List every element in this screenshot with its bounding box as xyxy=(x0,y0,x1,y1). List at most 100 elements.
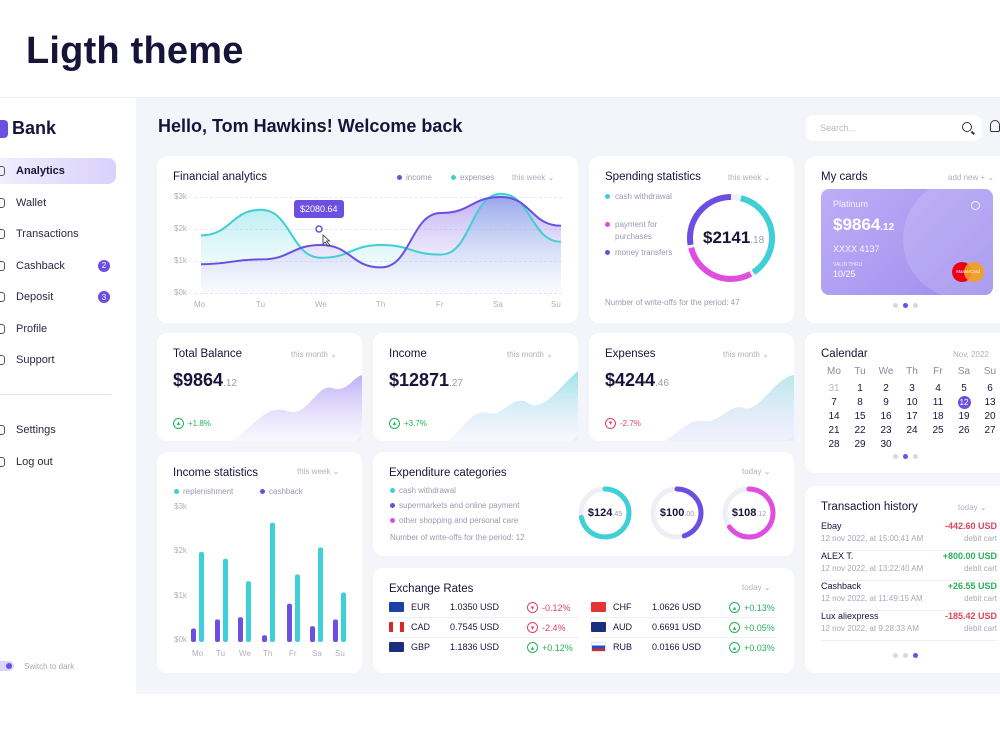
sidebar-item-analytics[interactable]: Analytics xyxy=(0,158,116,184)
page-dot[interactable] xyxy=(913,454,918,459)
period-dropdown[interactable]: this month xyxy=(507,350,553,359)
bar-replenishment[interactable] xyxy=(295,574,300,643)
period-dropdown[interactable]: today xyxy=(958,503,987,512)
card-settings-icon[interactable] xyxy=(971,201,980,210)
calendar-day[interactable]: 31 xyxy=(828,383,840,394)
search-input[interactable]: Search... xyxy=(806,115,982,141)
rate-row[interactable]: RUB 0.0166 USD ▴ +0.03% xyxy=(591,639,776,658)
calendar-day[interactable]: 23 xyxy=(880,425,892,436)
calendar-day-selected[interactable]: 12 xyxy=(957,396,971,409)
calendar-day[interactable]: 24 xyxy=(906,425,918,436)
bar-replenishment[interactable] xyxy=(341,592,346,643)
bar-cashback[interactable] xyxy=(238,617,243,642)
bank-card[interactable]: Platinum $9864.12 XXXX 4137 VALID THRU 1… xyxy=(821,189,993,295)
calendar-day[interactable]: 5 xyxy=(961,383,967,394)
calendar-day[interactable]: 30 xyxy=(880,439,892,450)
rate-row[interactable]: AUD 0.6691 USD ▴ +0.05% xyxy=(591,619,776,638)
search-icon[interactable] xyxy=(962,122,972,132)
calendar-day[interactable]: 29 xyxy=(854,439,866,450)
sidebar-item-settings[interactable]: Settings xyxy=(0,417,116,443)
bar-cashback[interactable] xyxy=(191,628,196,643)
period-dropdown[interactable]: this month xyxy=(291,350,337,359)
calendar-day[interactable]: 4 xyxy=(935,383,941,394)
bar-replenishment[interactable] xyxy=(223,558,228,642)
calendar-day[interactable]: 10 xyxy=(906,397,918,408)
calendar-day[interactable]: 7 xyxy=(831,397,837,408)
transactions-pagination[interactable] xyxy=(893,653,918,658)
calendar-pagination[interactable] xyxy=(893,454,918,459)
add-card-button[interactable]: add new + xyxy=(948,173,994,182)
rate-row[interactable]: CAD 0.7545 USD ▾ -2.4% xyxy=(389,619,579,638)
bell-icon[interactable] xyxy=(990,120,1000,132)
page-dot[interactable] xyxy=(903,454,908,459)
currency-change: ▴ +0.12% xyxy=(527,642,573,653)
transaction-row[interactable]: Ebay 12 nov 2022, at 15:00:41 AM -442.60… xyxy=(821,521,997,551)
bar-cashback[interactable] xyxy=(287,603,292,642)
dark-mode-toggle[interactable] xyxy=(0,661,14,671)
transaction-row[interactable]: Lux aliexpress 12 nov 2022, at 9:28:33 A… xyxy=(821,611,997,641)
bar-replenishment[interactable] xyxy=(246,581,251,642)
bar-replenishment[interactable] xyxy=(199,552,204,642)
bar-cashback[interactable] xyxy=(262,635,267,642)
page-dot[interactable] xyxy=(893,653,898,658)
calendar-day[interactable]: 6 xyxy=(987,383,993,394)
page-dot[interactable] xyxy=(893,303,898,308)
card-pagination[interactable] xyxy=(893,303,918,308)
calendar-day[interactable]: 18 xyxy=(932,411,944,422)
calendar-day[interactable]: 1 xyxy=(857,383,863,394)
sidebar-item-deposit[interactable]: Deposit 3 xyxy=(0,284,116,310)
card-number: XXXX 4137 xyxy=(833,244,880,254)
calendar-day[interactable]: 15 xyxy=(854,411,866,422)
calendar-day[interactable]: 22 xyxy=(854,425,866,436)
sidebar: Bank Analytics Wallet Transactions Cashb… xyxy=(0,98,136,695)
period-dropdown[interactable]: this month xyxy=(723,350,769,359)
page-dot[interactable] xyxy=(903,303,908,308)
sidebar-item-cashback[interactable]: Cashback 2 xyxy=(0,253,116,279)
period-dropdown[interactable]: today xyxy=(742,467,771,476)
sidebar-item-support[interactable]: Support xyxy=(0,347,116,373)
calendar-day[interactable]: 19 xyxy=(958,411,970,422)
calendar-day[interactable]: 2 xyxy=(883,383,889,394)
calendar-day[interactable]: 14 xyxy=(828,411,840,422)
period-dropdown[interactable]: today xyxy=(742,583,771,592)
calendar-day[interactable]: 26 xyxy=(958,425,970,436)
sidebar-item-profile[interactable]: Profile xyxy=(0,316,116,342)
calendar-day[interactable]: 20 xyxy=(984,411,996,422)
page-dot[interactable] xyxy=(913,653,918,658)
calendar-day[interactable]: 21 xyxy=(828,425,840,436)
calendar-day[interactable]: 28 xyxy=(828,439,840,450)
bar-cashback[interactable] xyxy=(333,619,338,643)
page-dot[interactable] xyxy=(903,653,908,658)
tooltip-point[interactable] xyxy=(315,225,323,233)
sidebar-item-wallet[interactable]: Wallet xyxy=(0,190,116,216)
bar-replenishment[interactable] xyxy=(318,547,323,643)
calendar-day[interactable]: 13 xyxy=(984,397,996,408)
transaction-row[interactable]: ALEX T. 12 nov 2022, at 13:22:40 AM +800… xyxy=(821,551,997,581)
period-dropdown[interactable]: this week xyxy=(512,173,554,182)
calendar-day[interactable]: 11 xyxy=(932,397,944,408)
calendar-day[interactable]: 8 xyxy=(857,397,863,408)
bar-replenishment[interactable] xyxy=(270,522,275,642)
rate-row[interactable]: CHF 1.0626 USD ▴ +0.13% xyxy=(591,599,776,618)
card-title: Financial analytics xyxy=(173,171,267,183)
calendar-day[interactable]: 9 xyxy=(883,397,889,408)
change-indicator: ▴ +3.7% xyxy=(389,418,427,429)
calendar-day[interactable]: 16 xyxy=(880,411,892,422)
calendar-day[interactable]: 25 xyxy=(932,425,944,436)
bar-cashback[interactable] xyxy=(310,626,315,642)
rate-row[interactable]: GBP 1.1836 USD ▴ +0.12% xyxy=(389,639,579,658)
logo[interactable]: Bank xyxy=(0,118,56,139)
period-dropdown[interactable]: this week xyxy=(728,173,770,182)
calendar-day[interactable]: 3 xyxy=(909,383,915,394)
rate-row[interactable]: EUR 1.0350 USD ▾ -0.12% xyxy=(389,599,579,618)
period-dropdown[interactable]: this week xyxy=(297,467,339,476)
sidebar-item-logout[interactable]: Log out xyxy=(0,449,116,475)
bar-cashback[interactable] xyxy=(215,619,220,643)
page-dot[interactable] xyxy=(913,303,918,308)
sidebar-item-transactions[interactable]: Transactions xyxy=(0,221,116,247)
calendar-day[interactable]: 17 xyxy=(906,411,918,422)
calendar-month[interactable]: Nov, 2022 xyxy=(953,350,989,359)
calendar-day[interactable]: 27 xyxy=(984,425,996,436)
transaction-row[interactable]: Cashback 12 nov 2022, at 11:49:15 AM +26… xyxy=(821,581,997,611)
page-dot[interactable] xyxy=(893,454,898,459)
